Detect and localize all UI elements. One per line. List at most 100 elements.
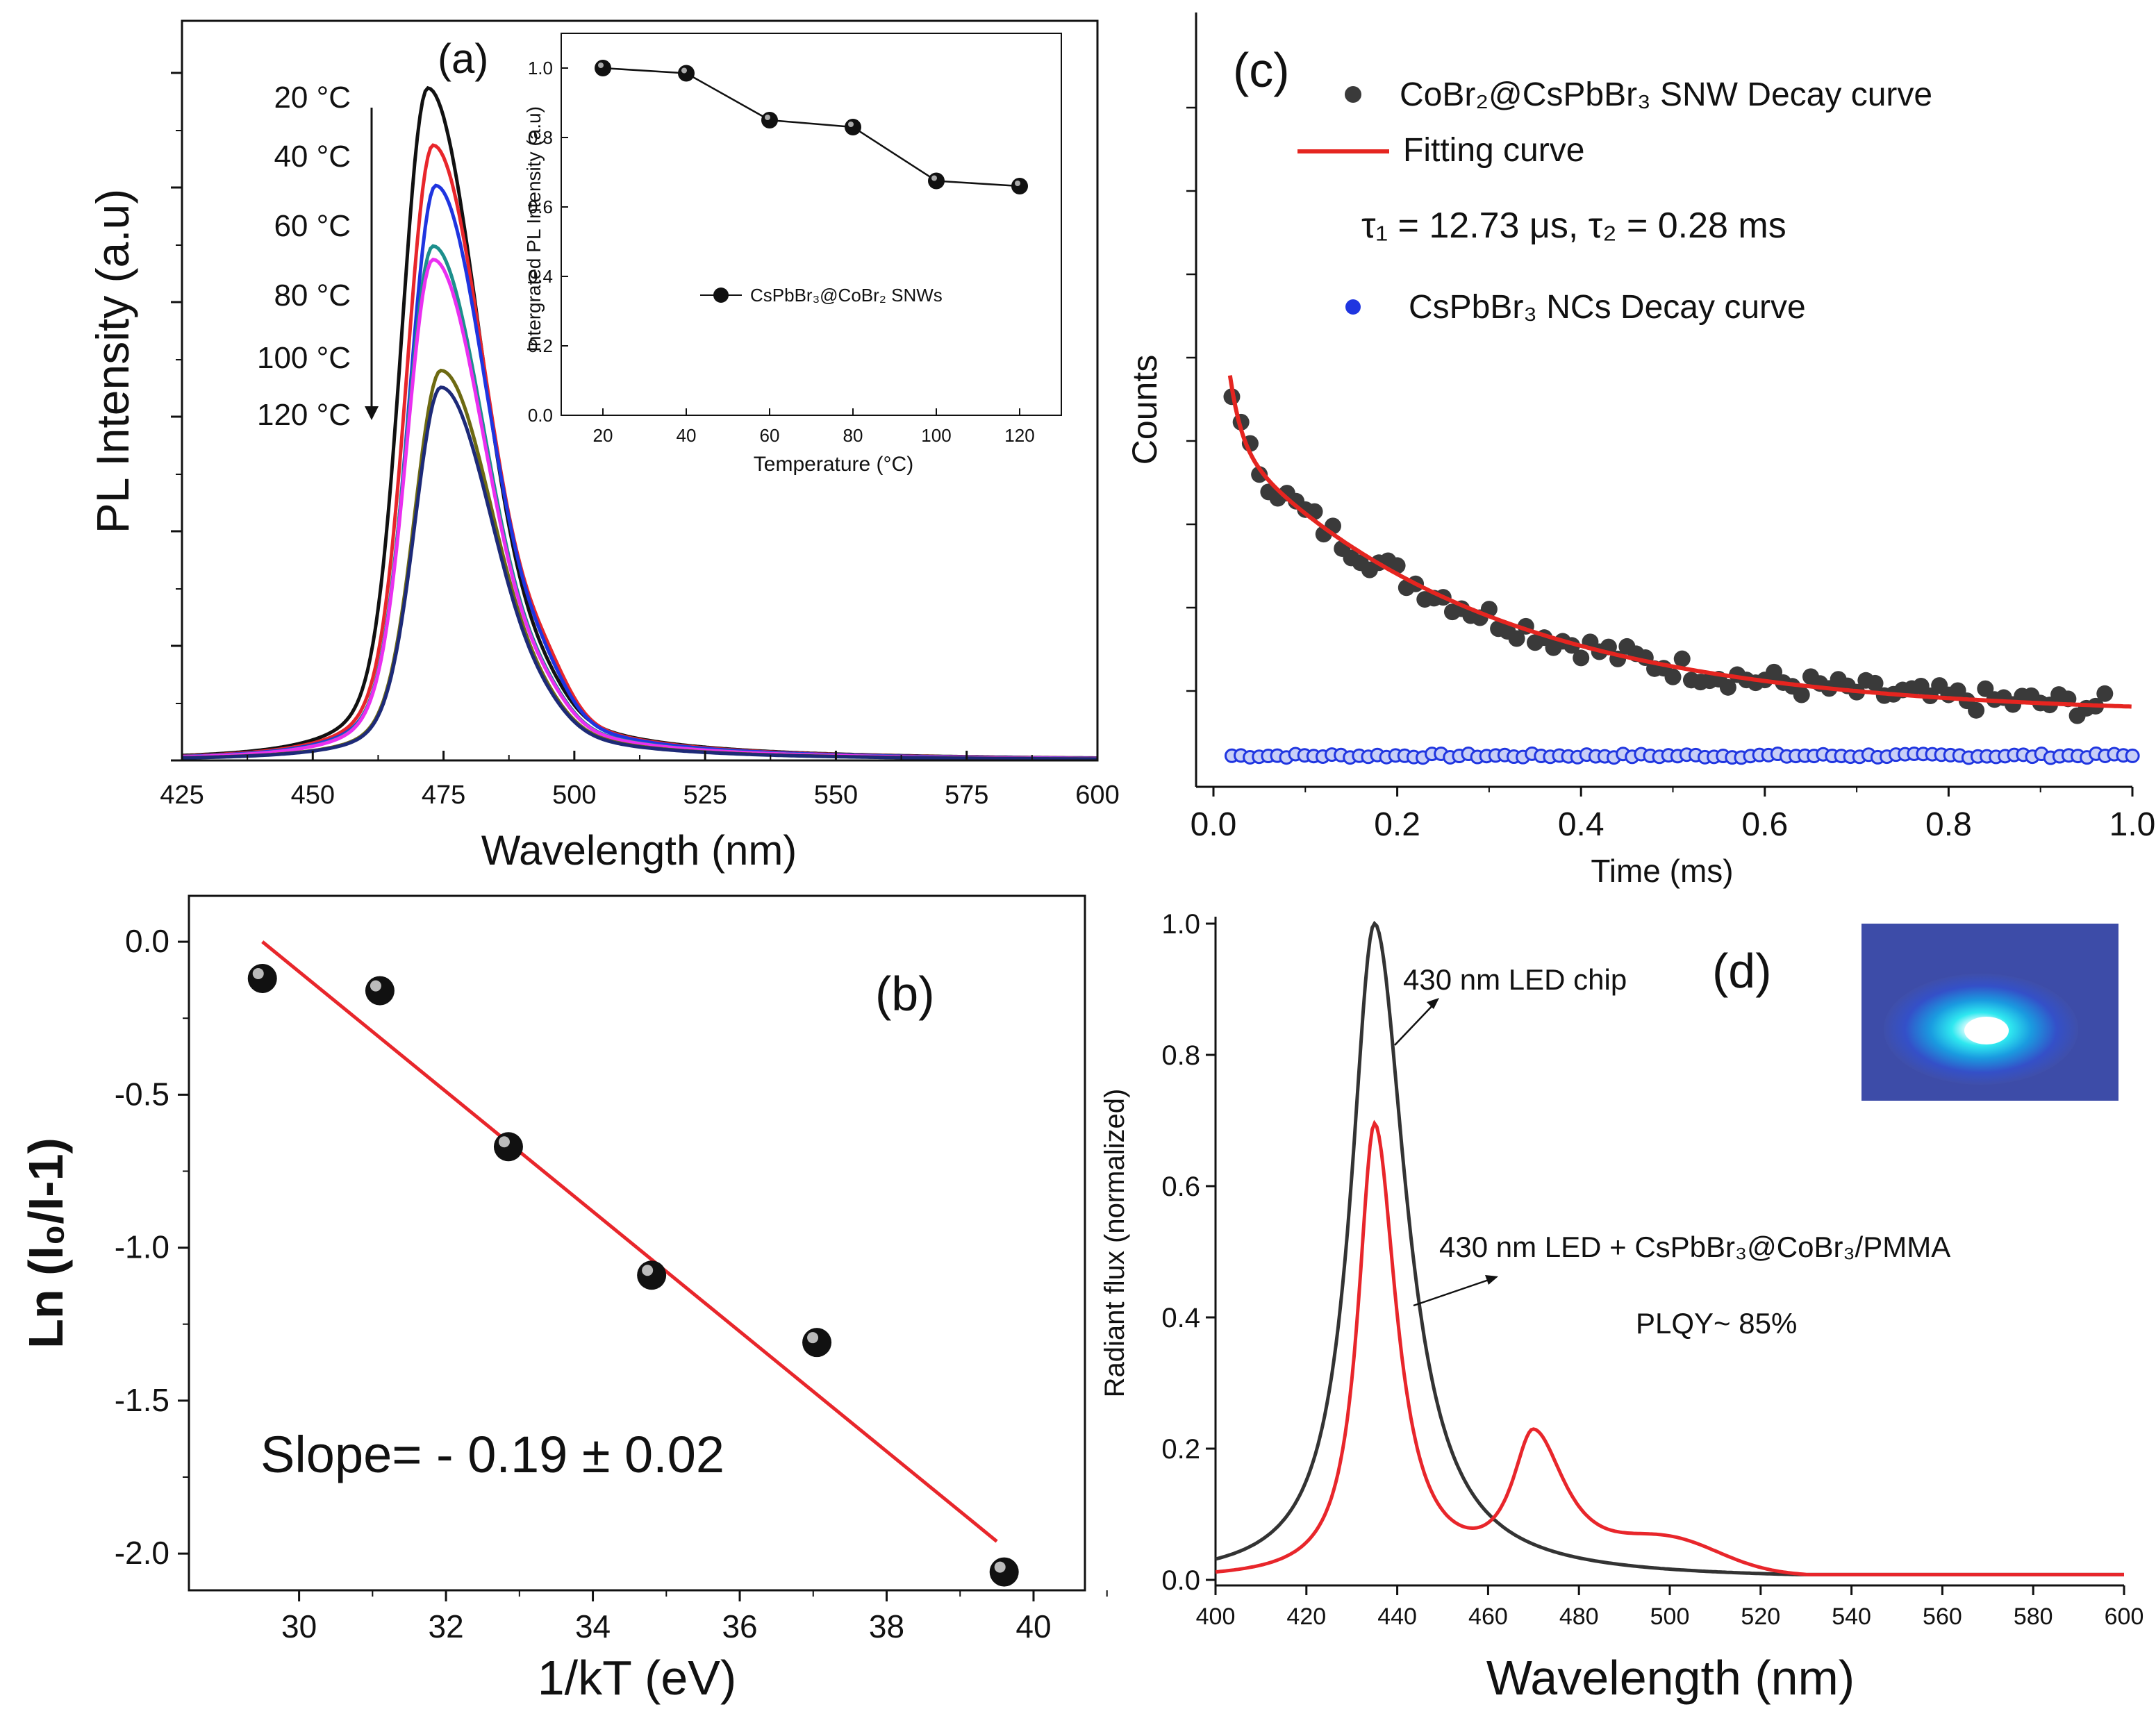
d-xtick-label: 600 xyxy=(2105,1603,2144,1630)
c-black-series xyxy=(1223,388,2114,724)
d-xtick-label: 500 xyxy=(1650,1603,1690,1630)
b-xtick-label: 30 xyxy=(281,1608,317,1644)
d-arrowhead-1 xyxy=(1427,998,1439,1009)
inset-point-highlight xyxy=(931,175,937,181)
b-point xyxy=(247,963,277,993)
c-legend-black-marker xyxy=(1345,86,1361,103)
a-xtick-label: 550 xyxy=(814,781,858,810)
inset-ytick-label: 0.4 xyxy=(528,266,553,287)
d-xticks: 400 420 440 460 480 500 520 540 560 580 600 xyxy=(1196,1585,2144,1630)
d-annotation-composite: 430 nm LED + CsPbBr₃@CoBr₃/PMMA xyxy=(1439,1231,1950,1263)
b-xlabel: 1/kT (eV) xyxy=(538,1651,737,1705)
b-ylabel: Ln (I₀/I-1) xyxy=(19,1138,73,1349)
d-annotation-arrow-1 xyxy=(1394,1001,1437,1046)
d-xtick-label: 560 xyxy=(1923,1603,1962,1630)
a-yticks xyxy=(171,72,182,762)
a-panel-label: (a) xyxy=(438,35,488,82)
a-legend-label: 40 °C xyxy=(274,140,351,174)
inset-ytick-label: 0.2 xyxy=(528,335,553,356)
c-black-point xyxy=(1719,678,1736,696)
b-point-highlight xyxy=(994,1561,1006,1573)
c-black-point xyxy=(1251,466,1268,483)
d-xtick-label: 400 xyxy=(1196,1603,1236,1630)
inset-xlabel: Temperature (°C) xyxy=(754,453,913,476)
c-black-point xyxy=(1508,630,1525,647)
b-point xyxy=(989,1557,1019,1587)
d-ylabel: Radiant flux (normalized) xyxy=(1100,1089,1130,1398)
c-fit-series xyxy=(1227,375,2132,709)
b-point-highlight xyxy=(807,1332,819,1344)
a-ylabel: PL Intensity (a.u) xyxy=(87,189,138,533)
c-yticks xyxy=(1186,106,1196,692)
b-point xyxy=(493,1132,523,1162)
d-annotation-led: 430 nm LED chip xyxy=(1403,963,1627,996)
a-xtick-label: 525 xyxy=(683,781,727,810)
a-xtick-label: 425 xyxy=(160,781,204,810)
a-xtick-label: 475 xyxy=(422,781,465,810)
inset-point-highlight xyxy=(598,63,604,68)
d-curves xyxy=(1215,920,2124,1576)
c-black-point xyxy=(1866,674,1884,692)
inset-xticks: 20 40 60 80 100 120 xyxy=(593,408,1035,446)
b-ytick-label: -1.5 xyxy=(115,1382,169,1418)
d-xlabel: Wavelength (nm) xyxy=(1486,1651,1855,1705)
c-fit-curve xyxy=(1227,375,2132,709)
d-ytick-label: 0.8 xyxy=(1161,1040,1200,1071)
inset-ytick-label: 0.6 xyxy=(528,197,553,217)
c-xtick-label: 0.4 xyxy=(1558,806,1604,843)
inset-legend-marker xyxy=(713,288,729,303)
a-curves xyxy=(181,85,1098,761)
inset-point-highlight xyxy=(1015,181,1020,186)
c-black-point xyxy=(2096,685,2114,702)
c-panel-label: (c) xyxy=(1233,43,1290,97)
d-annotation-arrow-2 xyxy=(1413,1276,1495,1307)
inset-yticks: 0.0 0.2 0.4 0.6 0.8 1.0 xyxy=(528,58,568,426)
b-yticks: 0.0 -0.5 -1.0 -1.5 -2.0 xyxy=(115,923,189,1571)
c-xticks: 0.0 0.2 0.4 0.6 0.8 1.0 xyxy=(1191,787,2155,843)
c-ylabel: Counts xyxy=(1125,355,1164,465)
a-xlabel: Wavelength (nm) xyxy=(481,827,797,874)
b-fit xyxy=(261,940,998,1543)
b-ytick-label: 0.0 xyxy=(125,923,169,959)
d-ytick-label: 0.4 xyxy=(1161,1303,1200,1333)
inset-xtick-label: 20 xyxy=(593,425,613,446)
d-xtick-label: 420 xyxy=(1286,1603,1326,1630)
b-xtick-label: 32 xyxy=(428,1608,463,1644)
b-xtick-label: 36 xyxy=(722,1608,757,1644)
c-legend-blue-marker xyxy=(1345,299,1361,315)
d-xtick-label: 540 xyxy=(1832,1603,1871,1630)
panel-d: 400 420 440 460 480 500 520 540 560 580 600 0.0 0.2… xyxy=(1100,909,2143,1705)
d-annotation-plqy: PLQY~ 85% xyxy=(1636,1307,1797,1340)
d-ytick-label: 1.0 xyxy=(1161,909,1200,940)
a-series-navy xyxy=(181,385,1097,761)
inset-xtick-label: 40 xyxy=(677,425,697,446)
c-tau-annotation: τ₁ = 12.73 μs, τ₂ = 0.28 ms xyxy=(1361,206,1786,246)
a-legend-label: 80 °C xyxy=(274,278,351,313)
inset-xtick-label: 80 xyxy=(843,425,863,446)
led-hotspot xyxy=(1964,1017,2009,1044)
d-panel-label: (d) xyxy=(1712,944,1772,998)
c-blue-series xyxy=(1224,746,2140,765)
b-fit-line xyxy=(261,940,998,1543)
inset-xtick-label: 60 xyxy=(760,425,780,446)
panel-a: 425 450 475 500 525 550 575 600 (a) Wavelength … xyxy=(87,19,1120,874)
c-legend-fit: Fitting curve xyxy=(1403,132,1584,169)
d-yticks: 0.0 0.2 0.4 0.6 0.8 1.0 xyxy=(1161,909,1216,1596)
a-legend-label: 60 °C xyxy=(274,209,351,243)
c-xtick-label: 0.0 xyxy=(1191,806,1237,843)
b-xticks: 30 32 34 36 38 40 xyxy=(281,1590,1108,1644)
inset-ylabel: Intergrated PL Intensity (a.u) xyxy=(523,106,545,352)
inset-xtick-label: 120 xyxy=(1004,425,1034,446)
d-xtick-label: 460 xyxy=(1468,1603,1508,1630)
a-xtick-label: 500 xyxy=(552,781,596,810)
a-legend-label: 100 °C xyxy=(257,341,351,375)
c-legend-black: CoBr₂@CsPbBr₃ SNW Decay curve xyxy=(1400,76,1932,113)
d-xtick-label: 480 xyxy=(1559,1603,1599,1630)
a-legend-arrowhead xyxy=(365,406,379,420)
inset-point xyxy=(1011,178,1028,194)
d-ytick-label: 0.0 xyxy=(1161,1565,1200,1596)
a-legend-label: 120 °C xyxy=(257,398,351,432)
c-legend-blue: CsPbBr₃ NCs Decay curve xyxy=(1409,289,1806,326)
inset-point xyxy=(678,65,695,82)
